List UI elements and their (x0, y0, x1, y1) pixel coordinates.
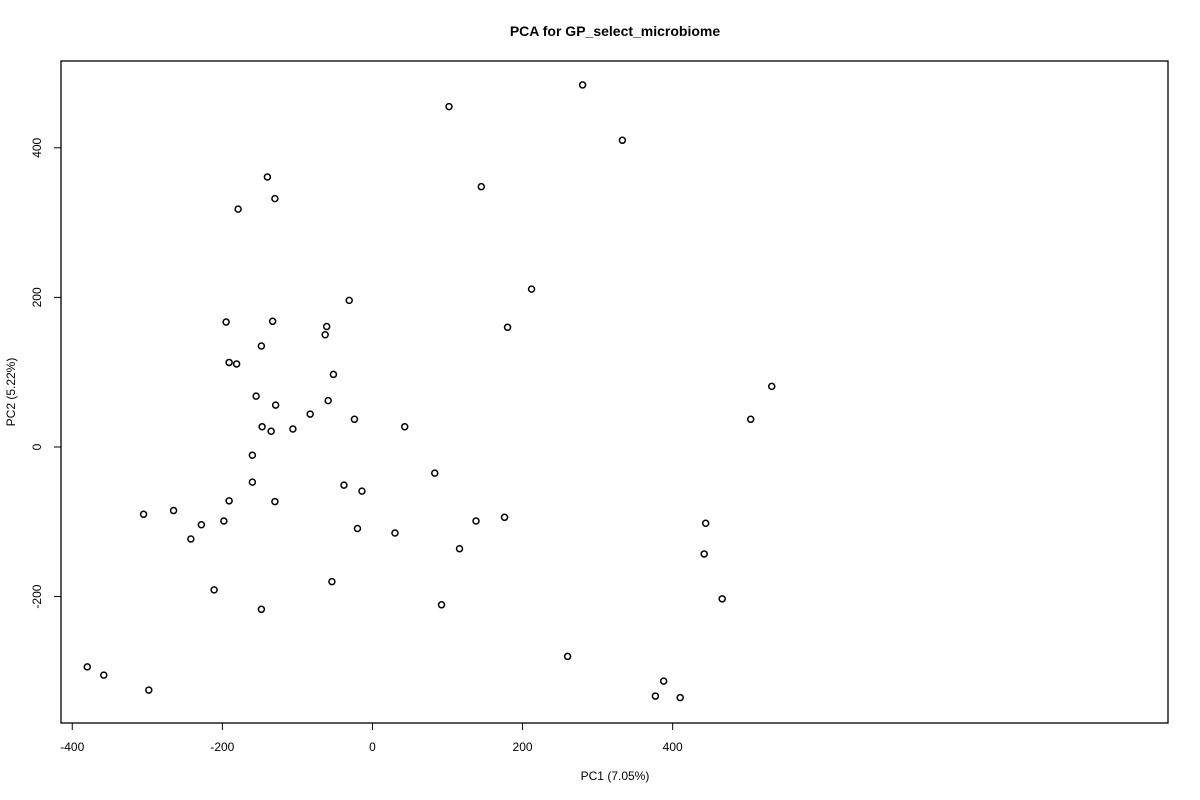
data-point (437, 601, 446, 609)
y-tick-label: 400 (30, 137, 44, 157)
data-point (225, 358, 233, 367)
data-point (271, 497, 279, 506)
y-tick-label: -200 (30, 584, 44, 608)
data-point (391, 529, 399, 537)
data-point (445, 102, 453, 111)
y-axis-label: PC2 (5.22%) (4, 357, 18, 427)
x-tick-label: 200 (513, 740, 533, 754)
x-tick-label: -400 (60, 740, 84, 754)
data-point (350, 415, 359, 424)
data-point (431, 469, 439, 477)
y-axis: -200 0 200 400 (30, 137, 62, 609)
data-point (263, 173, 272, 181)
data-point (271, 401, 280, 409)
data-point (340, 481, 348, 489)
data-point (659, 677, 668, 685)
data-point (455, 544, 464, 553)
x-tick-label: 0 (369, 740, 376, 754)
data-point (345, 296, 353, 305)
data-points (83, 81, 776, 702)
x-axis-label: PC1 (7.05%) (580, 769, 650, 783)
data-point (618, 136, 627, 145)
data-point (503, 323, 512, 332)
x-tick-label: -200 (210, 740, 234, 754)
data-point (257, 342, 266, 350)
data-point (271, 194, 279, 203)
data-point (500, 513, 509, 522)
data-point (477, 182, 486, 191)
x-tick-label: 400 (663, 740, 683, 754)
data-point (358, 487, 366, 495)
data-point (353, 524, 362, 533)
data-point (746, 415, 755, 424)
data-point (268, 317, 277, 326)
data-point (651, 692, 660, 700)
data-point (324, 396, 332, 405)
data-point (145, 686, 153, 694)
data-point (701, 519, 710, 528)
data-point (187, 535, 195, 543)
data-point (100, 671, 108, 679)
y-tick-label: 0 (30, 443, 44, 450)
data-point (252, 392, 260, 400)
data-point (700, 550, 708, 558)
data-point (267, 427, 275, 436)
data-point (329, 370, 338, 379)
data-point (328, 577, 336, 586)
data-point (139, 510, 148, 519)
data-point (718, 595, 726, 603)
data-point (321, 331, 329, 339)
data-point (257, 605, 266, 614)
data-point (258, 423, 266, 431)
data-point (234, 205, 242, 213)
data-point (222, 318, 230, 326)
data-point (225, 497, 233, 505)
chart-title: PCA for GP_select_microbiome (509, 23, 721, 39)
data-point (527, 285, 536, 293)
data-point (306, 410, 314, 418)
data-point (578, 81, 587, 89)
data-point (676, 693, 684, 702)
y-tick-label: 200 (30, 287, 44, 307)
data-point (169, 506, 178, 515)
data-point (220, 517, 228, 525)
data-point (400, 423, 409, 431)
data-point (232, 360, 241, 368)
data-point (248, 451, 257, 459)
data-point (289, 425, 297, 433)
plot-frame (60, 60, 1169, 724)
x-axis: -400 -200 0 200 400 (60, 722, 683, 754)
data-point (197, 521, 206, 529)
data-point (210, 586, 218, 594)
data-point (472, 517, 480, 525)
data-point (563, 652, 572, 661)
data-point (83, 663, 92, 671)
data-point (767, 382, 776, 391)
data-point (322, 322, 331, 331)
data-point (248, 478, 257, 486)
